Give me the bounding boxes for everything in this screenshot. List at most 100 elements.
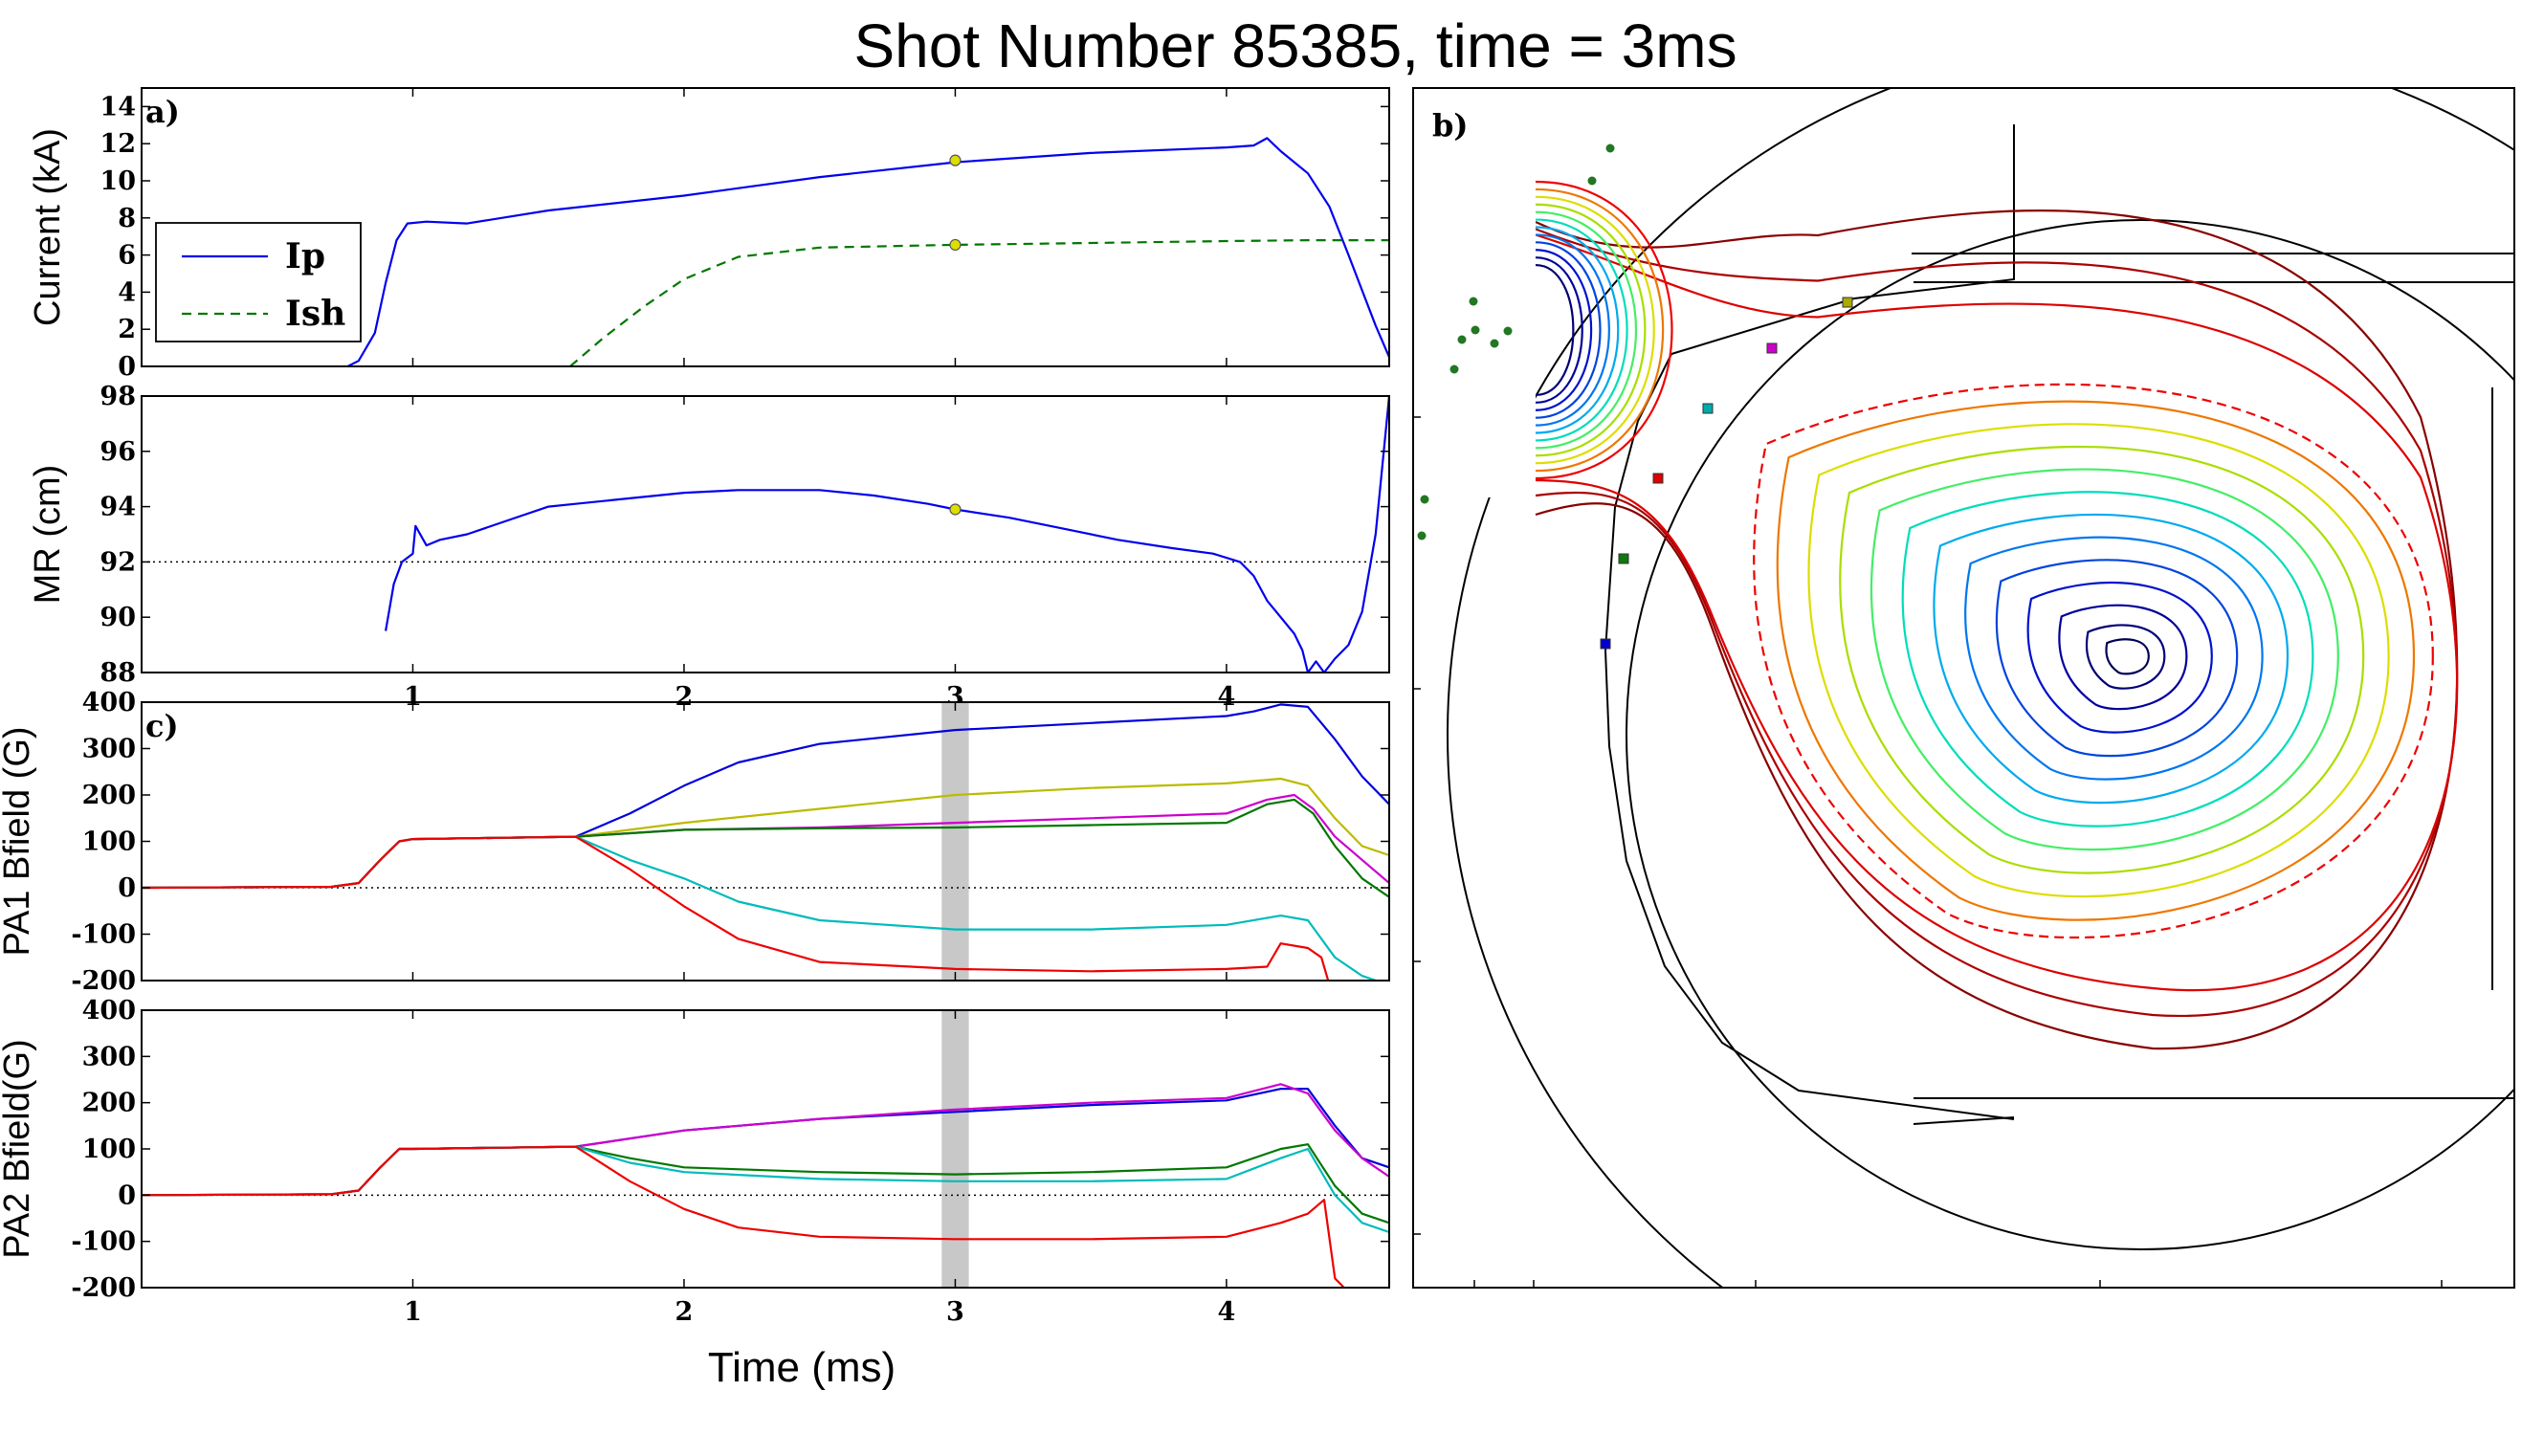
panel-label: c) [145, 708, 179, 744]
y-tick-label: 300 [82, 735, 136, 764]
panel-b-content [1413, 88, 2514, 1288]
legend: Ip Ish [155, 222, 362, 342]
panel-b-flux-contours: b) [1412, 87, 2515, 1289]
center-stack-contour [1535, 249, 1593, 411]
series-line-2 [142, 1143, 1389, 1224]
y-tick-label: 100 [82, 1135, 136, 1164]
center-stack-mask [1413, 210, 1536, 497]
probe-dot [1457, 335, 1467, 344]
center-stack-contour [1535, 263, 1575, 397]
y-tick-label: 100 [82, 827, 136, 857]
x-axis-label: Time (ms) [708, 1344, 896, 1391]
x-tick-label: 4 [1218, 1297, 1236, 1327]
panel-d: -200 -100 0 100 200 300 400 1 2 3 4 PA2 Bfield(G) [0, 996, 1390, 1327]
y-tick-label: 12 [100, 129, 136, 159]
open-field-line [1535, 228, 2459, 1018]
closed-flux-surface [1807, 423, 2390, 898]
y-tick-label: 0 [118, 352, 136, 382]
series-line-5 [142, 835, 1330, 981]
series-group [142, 703, 1389, 981]
y-tick-label: 0 [118, 1180, 136, 1210]
y-axis-label: PA2 Bfield(G) [0, 1039, 37, 1258]
series-group [385, 396, 1389, 673]
axes-frame [141, 1009, 1390, 1289]
y-tick-label: 400 [82, 996, 136, 1026]
open-field-line [1535, 209, 2459, 1050]
y-tick-label: -200 [71, 966, 136, 996]
y-axis-label: MR (cm) [28, 465, 68, 605]
vessel-inner-circle [1626, 219, 2514, 1250]
panel-label: b) [1432, 107, 1469, 143]
closed-flux-surface [1964, 536, 2264, 781]
magnetic-probe-marker [1702, 403, 1714, 414]
axes-frame [141, 395, 1390, 673]
closed-flux-surface [1753, 383, 2434, 939]
closed-flux-surface [2058, 604, 2188, 711]
axes-frame [141, 87, 1390, 367]
y-tick-label: 200 [82, 1089, 136, 1118]
probe-dot [1490, 339, 1499, 348]
panel-label: a) [145, 94, 180, 130]
probe-dot [1605, 143, 1615, 153]
center-stack-contour [1535, 180, 1673, 480]
magnetic-probe-marker [1652, 473, 1664, 484]
lower-plate-2 [1913, 1116, 2015, 1125]
closed-flux-surface [1776, 400, 2416, 921]
probe-dot [1503, 326, 1513, 336]
y-tick-label: 4 [118, 277, 136, 307]
center-stack-contour [1535, 210, 1637, 450]
magnetic-probe-marker [1766, 342, 1778, 354]
y-tick-label: 10 [100, 166, 136, 196]
series-line-ish [569, 239, 1389, 366]
time-marker-point [949, 503, 962, 516]
series-line-0 [385, 396, 1389, 673]
time-marker-point [949, 238, 962, 252]
y-tick-label: 400 [82, 688, 136, 717]
series-line-2 [142, 793, 1389, 890]
probe-dot [1471, 325, 1480, 335]
center-stack-contour [1535, 233, 1610, 427]
y-tick-label: 94 [100, 493, 136, 522]
center-stack-contour [1535, 188, 1665, 473]
y-tick-label: 98 [100, 382, 136, 411]
y-tick-label: -200 [71, 1273, 136, 1303]
series-group [346, 137, 1389, 366]
center-stack-contour [1535, 218, 1628, 442]
center-stack-contour [1535, 226, 1620, 434]
series-line-ip [346, 137, 1389, 366]
probe-dot [1449, 364, 1459, 374]
open-field-line [1535, 233, 2459, 992]
center-stack-contour [1535, 195, 1655, 465]
x-tick-label: 2 [675, 1297, 694, 1327]
y-tick-label: 300 [82, 1042, 136, 1071]
y-tick-label: 96 [100, 437, 136, 467]
magnetic-probe-marker [1842, 297, 1853, 308]
series-line-4 [142, 835, 1380, 981]
series-line-4 [142, 1145, 1346, 1288]
center-stack-contour [1535, 203, 1647, 457]
time-marker-point [949, 154, 962, 166]
x-tick-label: 3 [946, 1297, 964, 1327]
magnetic-probe-marker [1618, 553, 1629, 564]
y-tick-label: -100 [71, 1227, 136, 1257]
x-tick-label: 2 [675, 682, 694, 712]
closed-flux-surface [2026, 581, 2213, 734]
x-tick-label: 1 [404, 682, 422, 712]
figure-title: Shot Number 85385, time = 3ms [853, 11, 1737, 80]
closed-flux-surface [1869, 468, 2339, 851]
y-tick-label: 92 [100, 547, 136, 577]
series-line-3 [142, 1145, 1389, 1234]
probe-dot [1469, 297, 1478, 306]
first-wall-outline [1604, 124, 2015, 1120]
panel-a: 0 2 4 6 8 10 12 14 Current (kA) a) Ip Ish [28, 87, 1390, 382]
y-tick-label: 14 [100, 92, 136, 121]
magnetic-probe-marker [1600, 638, 1611, 650]
panel-b-frame [1412, 87, 2515, 1289]
y-tick-label: 200 [82, 781, 136, 810]
legend-label: Ip [285, 236, 325, 276]
time-highlight-band [941, 702, 969, 981]
probe-dot [1420, 495, 1429, 504]
